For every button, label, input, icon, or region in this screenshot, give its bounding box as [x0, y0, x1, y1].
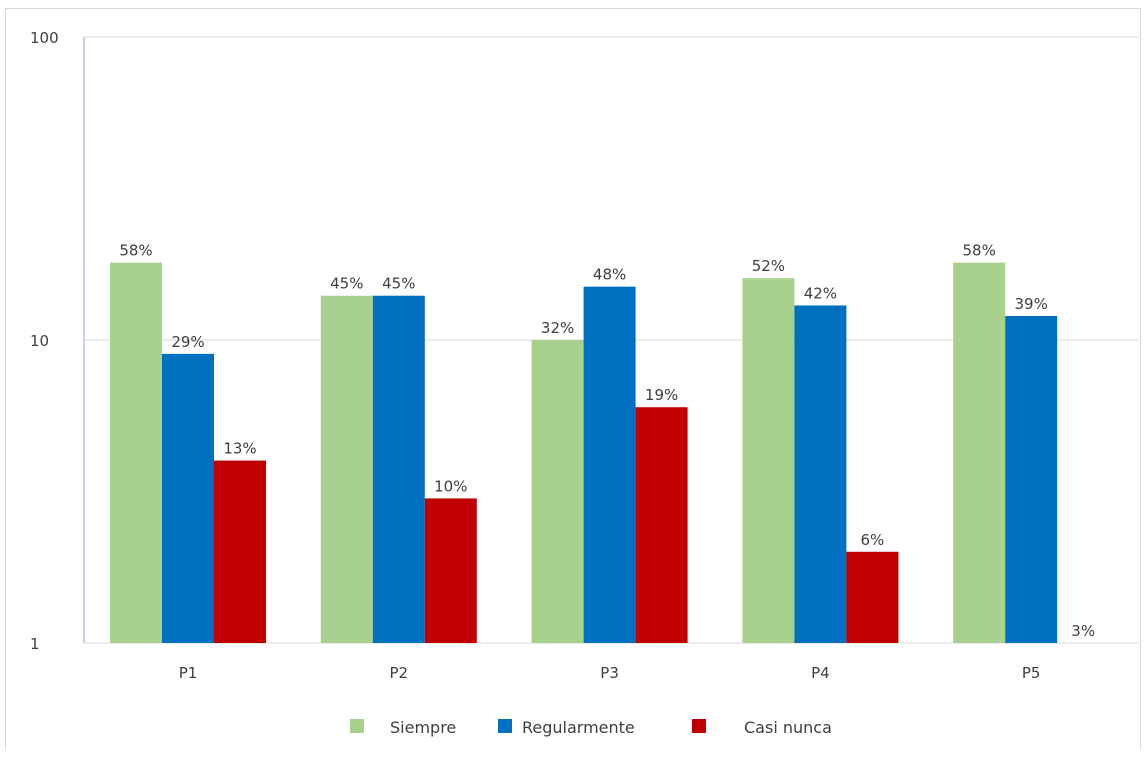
category-label: P1: [179, 664, 198, 682]
legend-label: Casi nunca: [744, 718, 832, 737]
bar-siempre-p2: [320, 295, 373, 643]
data-label: 6%: [861, 531, 885, 549]
legend-swatch: [692, 719, 706, 733]
legend-label: Siempre: [390, 718, 456, 737]
y-tick-label: 10: [30, 332, 49, 350]
category-label: P4: [811, 664, 830, 682]
bar-casi-nunca-p2: [424, 498, 477, 643]
y-tick-label: 1: [30, 635, 40, 653]
data-label: 48%: [593, 266, 626, 284]
data-label: 13%: [223, 440, 256, 458]
category-label: P5: [1022, 664, 1041, 682]
bar-regularmente-p2: [372, 295, 425, 643]
bar-regularmente-p3: [583, 286, 636, 643]
data-label: 29%: [171, 333, 204, 351]
data-label: 39%: [1015, 295, 1048, 313]
bars: [110, 262, 1058, 643]
legend: Siempre Regularmente Casi nunca: [350, 718, 832, 737]
data-label: 58%: [119, 242, 152, 260]
data-label: 58%: [963, 242, 996, 260]
data-label: 45%: [382, 275, 415, 293]
data-label: 3%: [1071, 622, 1095, 640]
data-label: 10%: [434, 477, 467, 495]
chart-frame: [5, 8, 1141, 750]
bar-casi-nunca-p3: [635, 407, 688, 643]
data-labels: 58% 29% 13% 45% 45% 10% 32% 48% 19% 52% 42% 6% 58% 39…: [119, 242, 1095, 640]
bar-siempre-p3: [531, 340, 584, 643]
bar-siempre-p5: [953, 262, 1006, 643]
bar-regularmente-p4: [794, 305, 847, 643]
category-label: P3: [600, 664, 619, 682]
bar-siempre-p4: [742, 278, 795, 643]
legend-swatch: [498, 719, 512, 733]
bar-regularmente-p5: [1005, 316, 1058, 643]
bar-siempre-p1: [110, 262, 162, 643]
category-labels: P1 P2 P3 P4 P5: [179, 664, 1041, 682]
bar-regularmente-p1: [162, 353, 214, 643]
data-label: 52%: [752, 257, 785, 275]
legend-label: Regularmente: [522, 718, 635, 737]
bar-casi-nunca-p1: [214, 460, 266, 643]
data-label: 19%: [645, 386, 678, 404]
data-label: 32%: [541, 319, 574, 337]
data-label: 45%: [330, 275, 363, 293]
legend-swatch: [350, 719, 364, 733]
y-tick-label: 100: [30, 29, 59, 47]
category-label: P2: [390, 664, 409, 682]
bar-casi-nunca-p4: [846, 551, 899, 643]
y-axis: 1 10 100: [30, 29, 85, 653]
data-label: 42%: [804, 284, 837, 302]
